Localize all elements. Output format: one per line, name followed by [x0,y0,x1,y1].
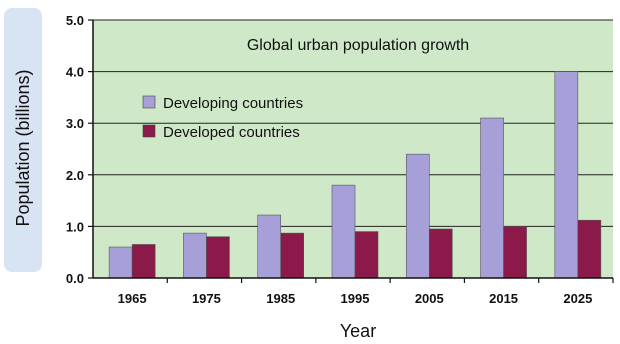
y-tick-label: 3.0 [66,116,84,131]
legend-swatch-developed [142,124,156,138]
y-axis-title: Population (billions) [13,69,33,226]
chart-title: Global urban population growth [247,37,469,54]
x-tick-label: 1965 [118,291,147,306]
y-axis-ticks: 0.0 1.0 2.0 3.0 4.0 5.0 [66,13,93,286]
legend-label-developed: Developed countries [163,124,300,141]
x-axis-ticks: 1965 1975 1985 1995 2005 2015 2025 [118,278,614,306]
bar-developing-1975 [183,232,207,279]
bar-developed-1995 [354,231,379,279]
y-tick-label: 1.0 [66,219,84,234]
bar-developed-1965 [131,244,156,279]
bar-developed-2025 [577,219,602,279]
legend: Developing countries Developed countries [142,95,303,141]
bar-developed-2015 [503,226,527,279]
x-tick-label: 1985 [266,291,295,306]
legend-label-developing: Developing countries [163,95,303,112]
bar-developing-1965 [108,246,133,279]
y-axis-title-background [4,8,42,272]
x-tick-label: 1995 [341,291,370,306]
y-tick-label: 2.0 [66,168,84,183]
x-tick-label: 2015 [489,291,518,306]
bar-developing-2005 [405,153,430,279]
x-tick-label: 2005 [415,291,444,306]
y-tick-label: 4.0 [66,65,84,80]
y-tick-label: 0.0 [66,271,84,286]
legend-swatch-developing [142,95,156,109]
bar-developing-2025 [554,71,579,279]
bar-developed-1985 [280,232,305,279]
y-tick-label: 5.0 [66,13,84,28]
bar-developing-1995 [331,184,356,279]
bars [108,71,602,279]
x-tick-label: 1975 [192,291,221,306]
bar-developing-2015 [480,117,504,279]
bar-developing-1985 [257,214,282,279]
bar-developed-2005 [428,228,453,279]
bar-developed-1975 [206,236,230,279]
x-tick-label: 2025 [563,291,592,306]
x-axis-title: Year [340,321,376,341]
